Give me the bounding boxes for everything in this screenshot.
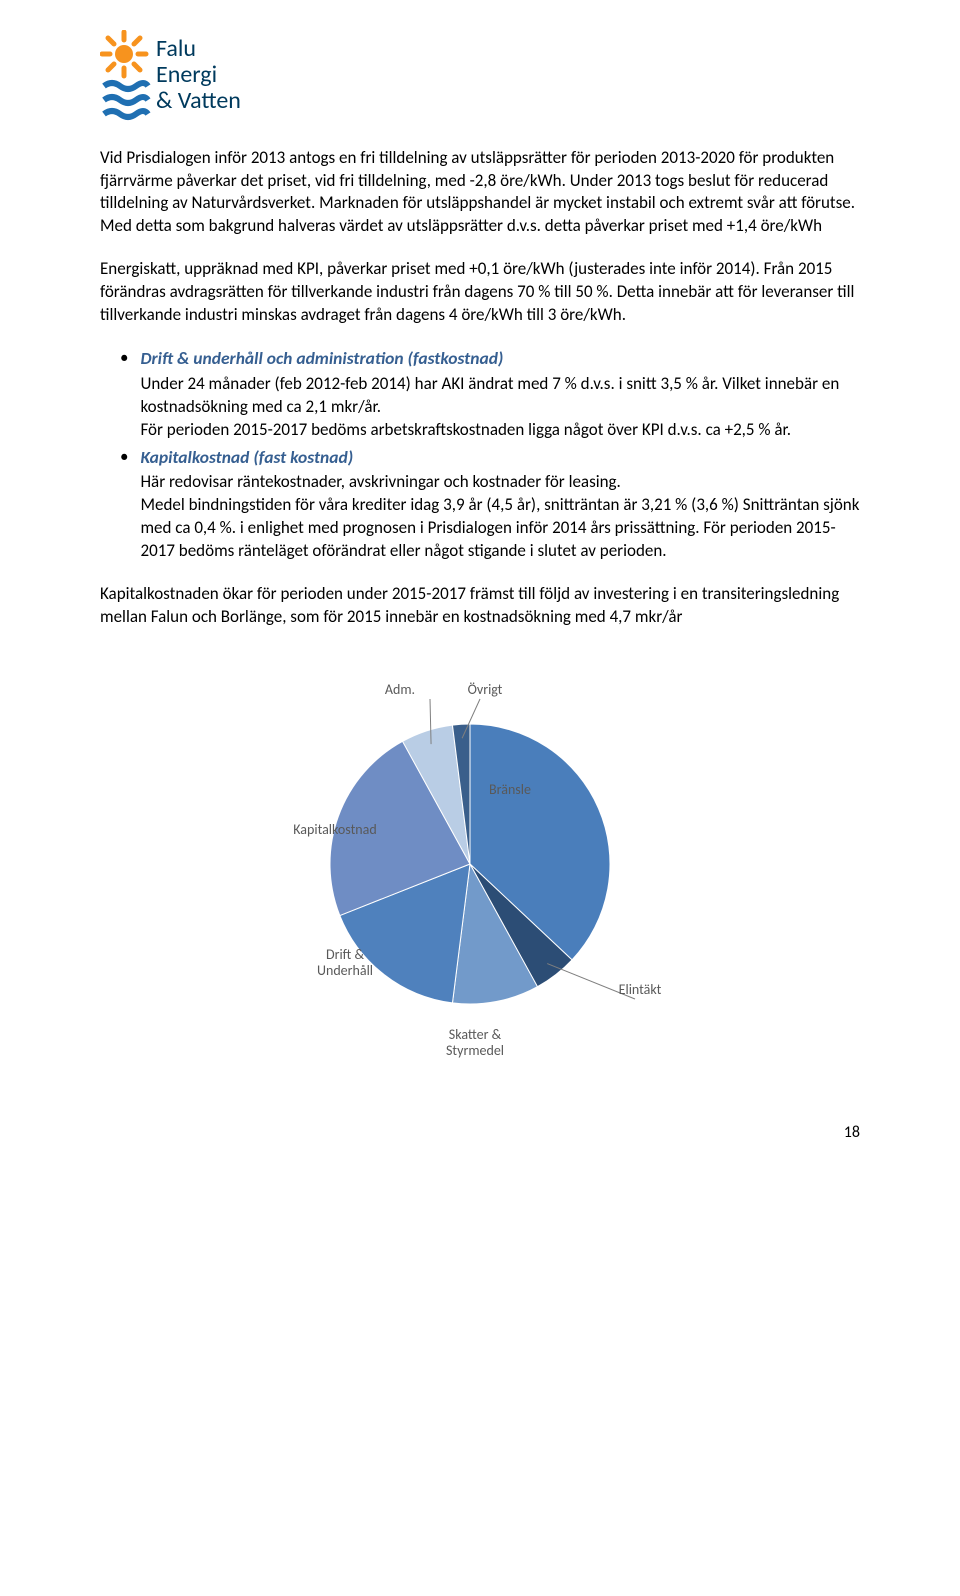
bullet-2-body: Här redovisar räntekostnader, avskrivnin…	[140, 471, 860, 563]
bullet-item-drift: Drift & underhåll och administration (fa…	[120, 347, 860, 441]
page-number: 18	[844, 1122, 860, 1144]
brand-text-2: Energi	[156, 60, 217, 89]
pie-chart: Bränsle Elintäkt Skatter &Styrmedel Drift &…	[100, 664, 860, 1074]
bullet-1-body: Under 24 månader (feb 2012-feb 2014) har…	[140, 373, 860, 442]
bullet-1-title: Drift & underhåll och administration (fa…	[140, 347, 860, 371]
brand-text-3: & Vatten	[156, 86, 241, 115]
pie-label: Skatter &	[449, 1026, 502, 1043]
paragraph-2: Energiskatt, uppräknad med KPI, påverkar…	[100, 258, 860, 327]
paragraph-1: Vid Prisdialogen inför 2013 antogs en fr…	[100, 147, 860, 239]
brand-text-1: Falu	[156, 34, 196, 63]
bullet-item-kapital: Kapitalkostnad (fast kostnad) Här redovi…	[120, 446, 860, 563]
pie-label: Kapitalkostnad	[293, 821, 376, 838]
pie-label: Drift &	[326, 946, 364, 963]
pie-label: Elintäkt	[619, 981, 662, 998]
pie-label: Underhåll	[317, 962, 373, 979]
pie-label: Bränsle	[489, 781, 531, 798]
brand-logo: Falu Energi & Vatten	[100, 30, 860, 137]
wave-icon	[104, 83, 148, 117]
bullet-list: Drift & underhåll och administration (fa…	[100, 347, 860, 563]
bullet-2-title: Kapitalkostnad (fast kostnad)	[140, 446, 860, 470]
paragraph-3: Kapitalkostnaden ökar för perioden under…	[100, 583, 860, 629]
sun-icon	[102, 32, 146, 76]
pie-label: Styrmedel	[446, 1042, 504, 1059]
pie-label: Adm.	[385, 681, 415, 698]
pie-label: Övrigt	[468, 681, 503, 698]
